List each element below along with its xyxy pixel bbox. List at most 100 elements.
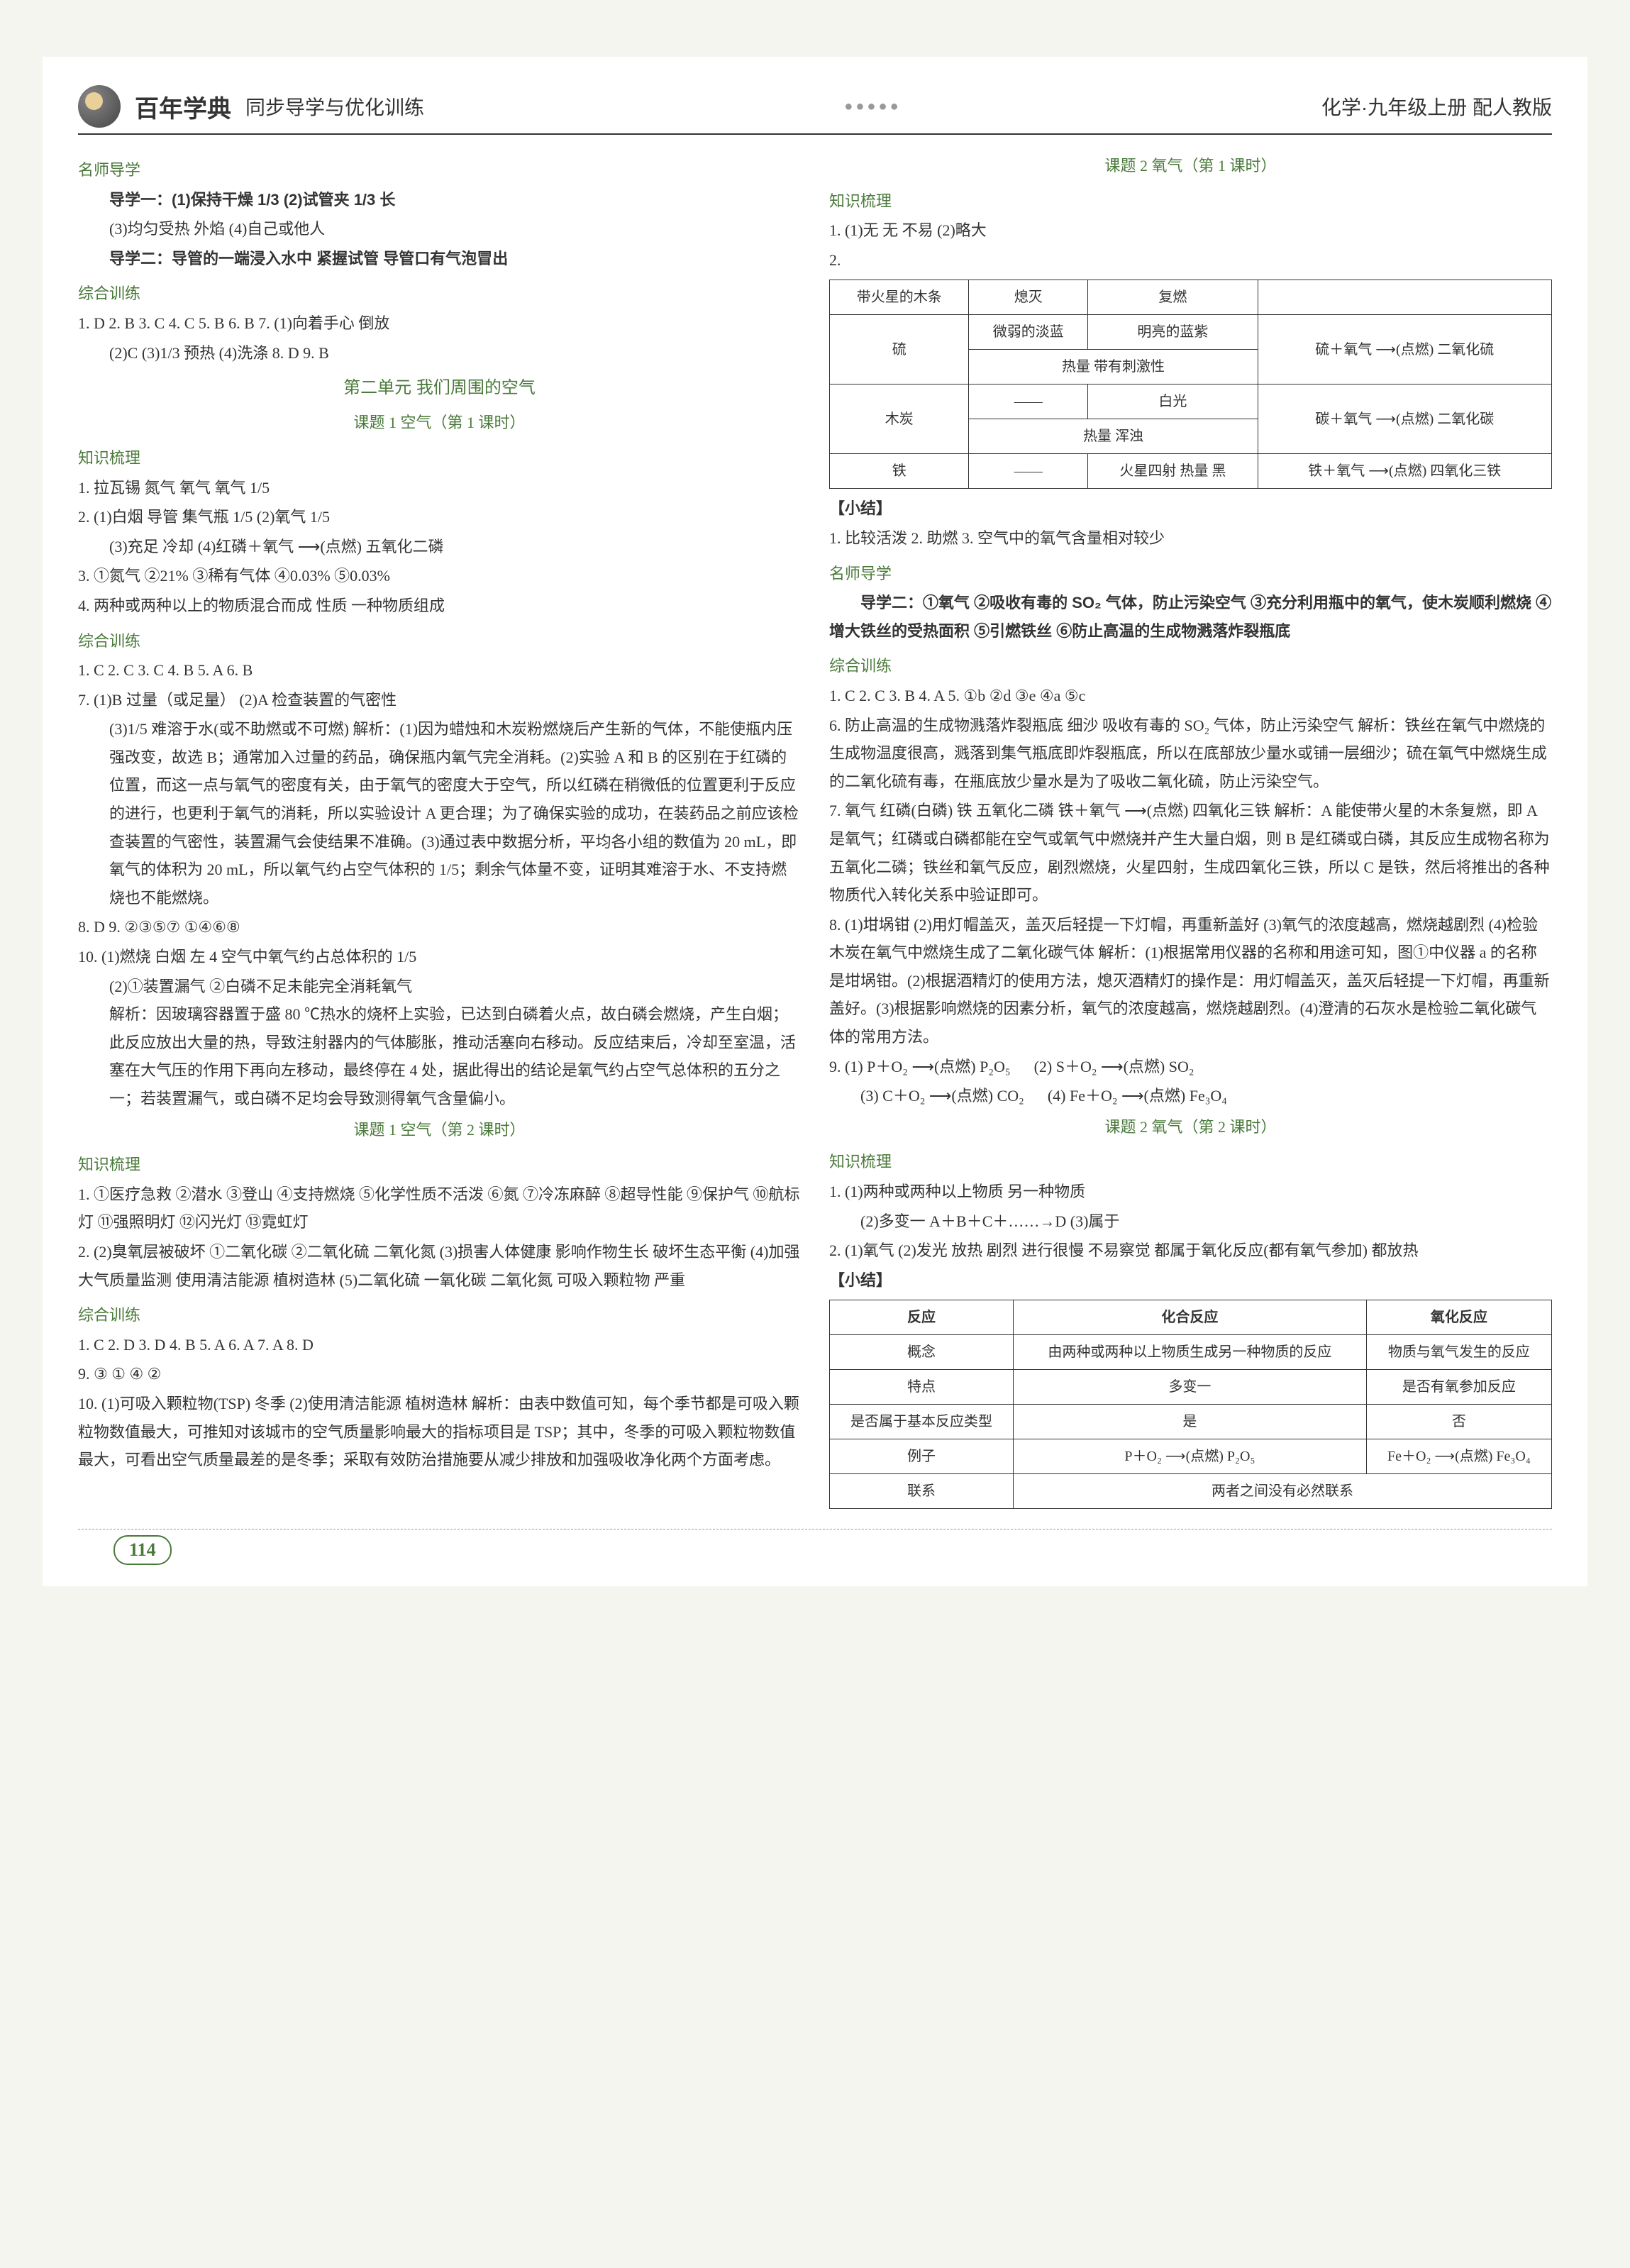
table-cell: 火星四射 热量 黑 — [1088, 454, 1258, 489]
table-cell: 复燃 — [1088, 280, 1258, 315]
text-line: 4. 两种或两种以上的物质混合而成 性质 一种物质组成 — [78, 592, 801, 620]
right-column: 课题 2 氧气（第 1 课时） 知识梳理 1. (1)无 无 不易 (2)略大 … — [829, 149, 1552, 1515]
text-line: 2. — [829, 246, 1552, 275]
table-cell: 带火星的木条 — [830, 280, 969, 315]
text-line: 8. D 9. ②③⑤⑦ ①④⑥⑧ — [78, 913, 801, 941]
text-block: (3)1/5 难溶于水(或不助燃或不可燃) 解析：(1)因为蜡烛和木炭粉燃烧后产… — [78, 715, 801, 912]
table-cell: —— — [969, 454, 1088, 489]
text-block: 1. ①医疗急救 ②潜水 ③登山 ④支持燃烧 ⑤化学性质不活泼 ⑥氮 ⑦冷冻麻醉… — [78, 1180, 801, 1237]
summary-table-2: 反应 化合反应 氧化反应 概念 由两种或两种以上物质生成另一种物质的反应 物质与… — [829, 1300, 1552, 1509]
table-cell: 联系 — [830, 1474, 1014, 1509]
text-line: 7. (1)B 过量（或足量） (2)A 检查装置的气密性 — [78, 686, 801, 714]
text-block: 解析：因玻璃容器置于盛 80 ℃热水的烧杯上实验，已达到白磷着火点，故白磷会燃烧… — [78, 1000, 801, 1112]
text-block: 10. (1)可吸入颗粒物(TSP) 冬季 (2)使用清洁能源 植树造林 解析：… — [78, 1390, 801, 1474]
table-cell: 铁＋氧气 ⟶(点燃) 四氧化三铁 — [1258, 454, 1551, 489]
text-line: 1. D 2. B 3. C 4. C 5. B 6. B 7. (1)向着手心… — [78, 309, 801, 338]
equation: (3) C＋O₂ ⟶(点燃) CO₂ — [860, 1087, 1024, 1105]
table-row: 木炭 —— 白光 碳＋氧气 ⟶(点燃) 二氧化碳 — [830, 385, 1552, 419]
table-row: 铁 —— 火星四射 热量 黑 铁＋氧气 ⟶(点燃) 四氧化三铁 — [830, 454, 1552, 489]
lesson-title: 课题 2 氧气（第 1 课时） — [829, 152, 1552, 180]
section-title: 综合训练 — [78, 627, 801, 655]
table-cell — [1258, 280, 1551, 315]
table-row: 反应 化合反应 氧化反应 — [830, 1300, 1552, 1335]
equation: 9. (1) P＋O₂ ⟶(点燃) P₂O₅ — [829, 1058, 1011, 1075]
table-cell: 两者之间没有必然联系 — [1014, 1474, 1552, 1509]
equation: (4) Fe＋O₂ ⟶(点燃) Fe₃O₄ — [1048, 1087, 1227, 1105]
table-cell: 否 — [1366, 1405, 1551, 1439]
table-cell: 硫＋氧气 ⟶(点燃) 二氧化硫 — [1258, 315, 1551, 385]
text-line: (2)多变一 A＋B＋C＋……→D (3)属于 — [829, 1207, 1552, 1236]
equation-row: (3) C＋O₂ ⟶(点燃) CO₂ (4) Fe＋O₂ ⟶(点燃) Fe₃O₄ — [829, 1082, 1552, 1110]
text-line: (2)C (3)1/3 预热 (4)洗涤 8. D 9. B — [78, 339, 801, 367]
content-columns: 名师导学 导学一：(1)保持干燥 1/3 (2)试管夹 1/3 长 (3)均匀受… — [78, 149, 1552, 1515]
table-row: 硫 微弱的淡蓝 明亮的蓝紫 硫＋氧气 ⟶(点燃) 二氧化硫 — [830, 315, 1552, 350]
section-title: 知识梳理 — [78, 1151, 801, 1179]
text-line: (3)均匀受热 外焰 (4)自己或他人 — [78, 215, 801, 243]
table-cell: 碳＋氧气 ⟶(点燃) 二氧化碳 — [1258, 385, 1551, 454]
header-left: 百年学典 同步导学与优化训练 — [78, 85, 424, 128]
unit-title: 第二单元 我们周围的空气 — [78, 372, 801, 403]
text-line: 1. C 2. C 3. C 4. B 5. A 6. B — [78, 656, 801, 685]
table-cell: 热量 带有刺激性 — [969, 350, 1258, 385]
text-line: (3)充足 冷却 (4)红磷＋氧气 ⟶(点燃) 五氧化二磷 — [78, 533, 801, 561]
lesson-title: 课题 2 氧气（第 2 课时） — [829, 1113, 1552, 1141]
table-cell: 明亮的蓝紫 — [1088, 315, 1258, 350]
table-cell: 是否有氧参加反应 — [1366, 1370, 1551, 1405]
table-row: 概念 由两种或两种以上物质生成另一种物质的反应 物质与氧气发生的反应 — [830, 1335, 1552, 1370]
text-line: 导学一：(1)保持干燥 1/3 (2)试管夹 1/3 长 — [78, 186, 801, 214]
table-cell: 由两种或两种以上物质生成另一种物质的反应 — [1014, 1335, 1367, 1370]
text-line: 3. ①氮气 ②21% ③稀有气体 ④0.03% ⑤0.03% — [78, 562, 801, 590]
logo-icon — [78, 85, 121, 128]
table-header: 反应 — [830, 1300, 1014, 1335]
section-title: 知识梳理 — [829, 1148, 1552, 1176]
section-title: 综合训练 — [78, 280, 801, 308]
table-cell: 特点 — [830, 1370, 1014, 1405]
text-block: 7. 氧气 红磷(白磷) 铁 五氧化二磷 铁＋氧气 ⟶(点燃) 四氧化三铁 解析… — [829, 797, 1552, 909]
text-line: 1. (1)两种或两种以上物质 另一种物质 — [829, 1178, 1552, 1206]
text-block: 2. (1)氧气 (2)发光 放热 剧烈 进行很慢 不易察觉 都属于氧化反应(都… — [829, 1237, 1552, 1265]
page-container: 百年学典 同步导学与优化训练 ●●●●● 化学·九年级上册 配人教版 名师导学 … — [43, 57, 1587, 1586]
lesson-title: 课题 1 空气（第 1 课时） — [78, 409, 801, 437]
page-header: 百年学典 同步导学与优化训练 ●●●●● 化学·九年级上册 配人教版 — [78, 85, 1552, 135]
text-line: 1. 拉瓦锡 氮气 氧气 氧气 1/5 — [78, 474, 801, 502]
table-cell: 概念 — [830, 1335, 1014, 1370]
table-cell: P＋O₂ ⟶(点燃) P₂O₅ — [1014, 1439, 1367, 1474]
text-line: 1. C 2. C 3. B 4. A 5. ①b ②d ③e ④a ⑤c — [829, 682, 1552, 710]
table-row: 是否属于基本反应类型 是 否 — [830, 1405, 1552, 1439]
table-row: 例子 P＋O₂ ⟶(点燃) P₂O₅ Fe＋O₂ ⟶(点燃) Fe₃O₄ — [830, 1439, 1552, 1474]
text-block: 2. (2)臭氧层被破坏 ①二氧化碳 ②二氧化硫 二氧化氮 (3)损害人体健康 … — [78, 1238, 801, 1294]
table-cell: 多变一 — [1014, 1370, 1367, 1405]
equation-row: 9. (1) P＋O₂ ⟶(点燃) P₂O₅ (2) S＋O₂ ⟶(点燃) SO… — [829, 1053, 1552, 1081]
section-title: 综合训练 — [78, 1301, 801, 1329]
table-cell: 是否属于基本反应类型 — [830, 1405, 1014, 1439]
table-cell: 微弱的淡蓝 — [969, 315, 1088, 350]
table-cell: 木炭 — [830, 385, 969, 454]
page-number: 114 — [113, 1535, 172, 1565]
table-row: 联系 两者之间没有必然联系 — [830, 1474, 1552, 1509]
summary-label: 【小结】 — [829, 499, 892, 517]
section-title: 综合训练 — [829, 652, 1552, 680]
section-title: 知识梳理 — [78, 444, 801, 472]
text-line: 导学二：导管的一端浸入水中 紧握试管 导管口有气泡冒出 — [78, 245, 801, 273]
header-right: 化学·九年级上册 配人教版 — [1321, 92, 1552, 121]
brand-name: 百年学典 — [135, 89, 231, 124]
table-header: 氧化反应 — [1366, 1300, 1551, 1335]
reaction-table-1: 带火星的木条 熄灭 复燃 硫 微弱的淡蓝 明亮的蓝紫 硫＋氧气 ⟶(点燃) 二氧… — [829, 280, 1552, 489]
text-block: 6. 防止高温的生成物溅落炸裂瓶底 细沙 吸收有毒的 SO₂ 气体，防止污染空气… — [829, 712, 1552, 796]
book-subtitle: 同步导学与优化训练 — [245, 92, 424, 121]
text-block: 8. (1)坩埚钳 (2)用灯帽盖灭，盖灭后轻提一下灯帽，再重新盖好 (3)氧气… — [829, 911, 1552, 1051]
text-block: 导学二：①氧气 ②吸收有毒的 SO₂ 气体，防止污染空气 ③充分利用瓶中的氧气，… — [829, 589, 1552, 645]
text-line: (2)①装置漏气 ②白磷不足未能完全消耗氧气 — [78, 973, 801, 1001]
text-line: 1. (1)无 无 不易 (2)略大 — [829, 216, 1552, 245]
section-title: 名师导学 — [829, 560, 1552, 588]
text-line: 9. ③ ① ④ ② — [78, 1360, 801, 1388]
equation: (2) S＋O₂ ⟶(点燃) SO₂ — [1034, 1058, 1194, 1075]
header-dots: ●●●●● — [844, 99, 901, 115]
table-cell: 例子 — [830, 1439, 1014, 1474]
table-header: 化合反应 — [1014, 1300, 1367, 1335]
table-cell: 物质与氧气发生的反应 — [1366, 1335, 1551, 1370]
table-row: 特点 多变一 是否有氧参加反应 — [830, 1370, 1552, 1405]
table-row: 带火星的木条 熄灭 复燃 — [830, 280, 1552, 315]
text-line: 2. (1)白烟 导管 集气瓶 1/5 (2)氧气 1/5 — [78, 503, 801, 531]
table-cell: 热量 浑浊 — [969, 419, 1258, 454]
